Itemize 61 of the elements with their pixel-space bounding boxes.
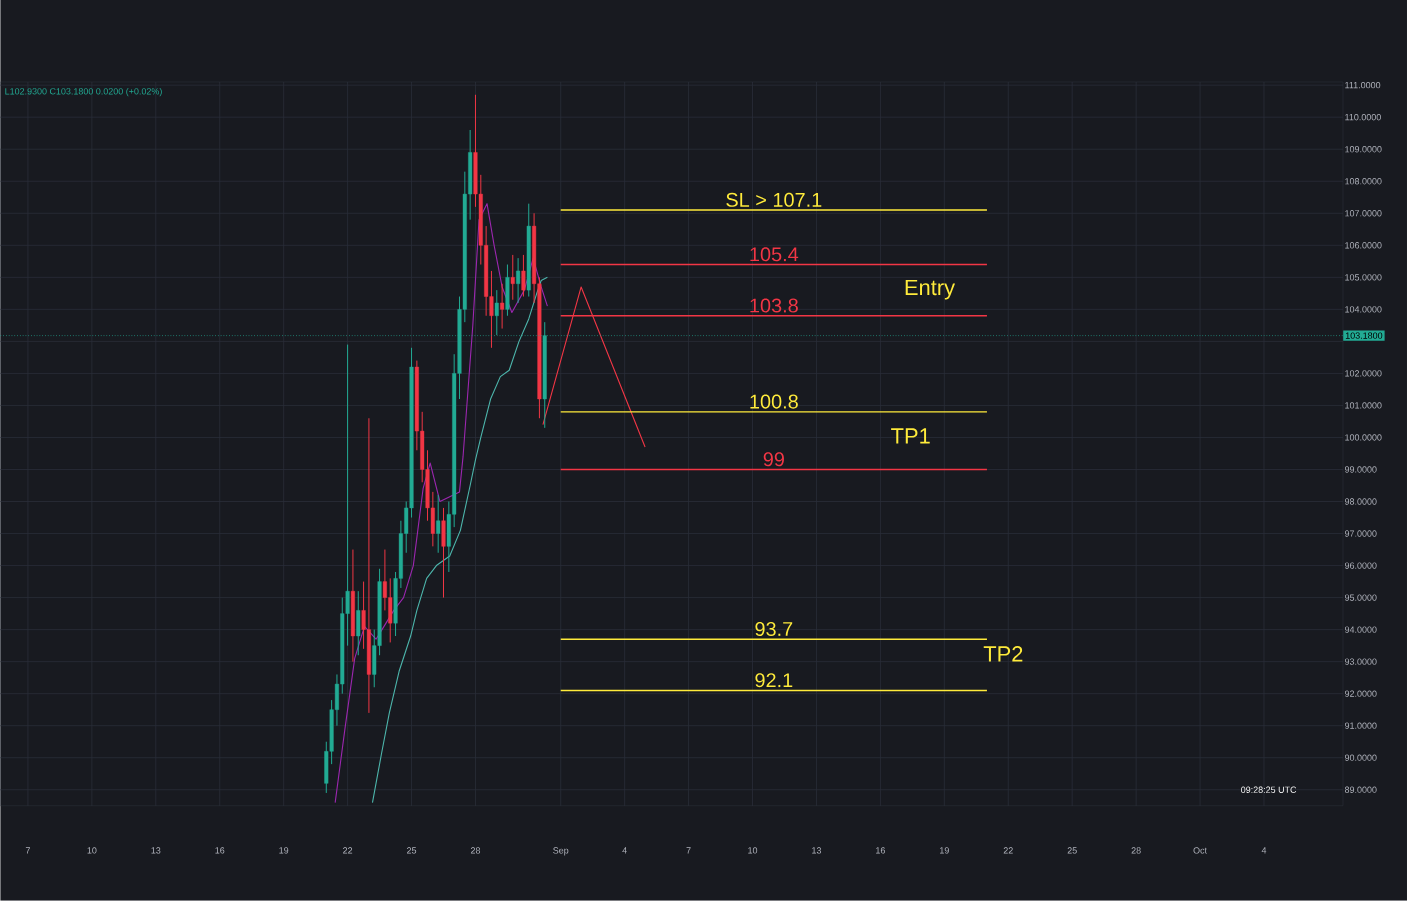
candlestick	[494, 289, 499, 336]
ref-line-label: 105.4	[750, 247, 799, 262]
x-tick-label: 10	[87, 847, 97, 854]
y-tick-label: 104.0000	[1345, 306, 1382, 313]
ref-line-label: 92.1	[755, 673, 793, 688]
y-tick-label: 97.0000	[1344, 530, 1377, 537]
y-tick-label: 102.0000	[1345, 370, 1382, 377]
x-tick-label: 10	[748, 847, 758, 854]
candlestick	[521, 254, 526, 298]
annotation: 09:28:25 UTC	[1241, 786, 1297, 794]
x-tick-label: 13	[151, 847, 161, 854]
x-tick-label: 19	[279, 847, 289, 854]
annotation: TP1	[891, 428, 930, 444]
candlestick	[510, 254, 515, 301]
y-tick-label: 98.0000	[1344, 498, 1377, 505]
y-tick-label: 90.0000	[1344, 754, 1377, 762]
y-tick-label: 100.0000	[1345, 434, 1382, 441]
x-tick-label: 7	[25, 847, 30, 854]
x-tick-label: 13	[812, 847, 822, 854]
y-tick-label: 107.0000	[1345, 210, 1382, 217]
y-tick-label: 94.0000	[1344, 626, 1377, 633]
x-tick-label: 7	[686, 847, 691, 854]
y-tick-label: 110.0000	[1345, 114, 1381, 121]
ref-line-label: SL > 107.1	[726, 192, 822, 207]
y-tick-label: 105.0000	[1345, 274, 1382, 281]
ref-line-label: 99	[763, 452, 784, 467]
ref-line-label: 100.8	[750, 394, 798, 409]
candlestick	[436, 494, 441, 554]
ref-line-label: 93.7	[755, 622, 793, 637]
x-tick-label: 28	[470, 847, 481, 854]
annotation: L102.9300 C103.1800 0.0200 (+0.02%)	[5, 88, 162, 97]
y-tick-label: 106.0000	[1345, 242, 1382, 249]
x-tick-label: 22	[343, 847, 353, 854]
candlestick	[516, 257, 521, 304]
y-tick-label: 111.0000	[1345, 82, 1381, 89]
y-tick-label: 91.0000	[1344, 722, 1377, 729]
y-tick-label: 101.0000	[1345, 402, 1382, 409]
x-tick-label: 4	[1261, 847, 1267, 854]
x-tick-label: 25	[1067, 847, 1077, 854]
y-tick-label: 109.0000	[1345, 146, 1382, 153]
y-tick-label: 92.0000	[1344, 690, 1377, 697]
y-tick-label: 99.0000	[1344, 466, 1377, 473]
x-tick-label: 16	[876, 847, 885, 854]
y-tick-label: 95.0000	[1344, 594, 1377, 601]
annotation: TP2	[983, 646, 1023, 662]
x-tick-label: 16	[215, 847, 225, 854]
y-tick-label: 93.0000	[1344, 658, 1377, 665]
ref-line-label: 103.8	[750, 298, 798, 313]
y-tick-label: 108.0000	[1345, 178, 1382, 185]
x-tick-label: 4	[622, 847, 627, 854]
x-tick-label: 19	[940, 847, 949, 854]
candlestick	[500, 283, 505, 330]
x-tick-label: 28	[1131, 847, 1141, 854]
x-tick-label: Oct	[1193, 847, 1207, 854]
y-tick-label: 96.0000	[1344, 562, 1377, 569]
x-tick-label: 25	[407, 847, 417, 854]
ref-line-label: 103.1800	[1345, 332, 1383, 339]
y-tick-label: 89.0000	[1344, 786, 1377, 794]
annotation: Entry	[905, 280, 956, 300]
x-tick-label: Sep	[553, 847, 569, 856]
x-tick-label: 22	[1003, 847, 1013, 854]
